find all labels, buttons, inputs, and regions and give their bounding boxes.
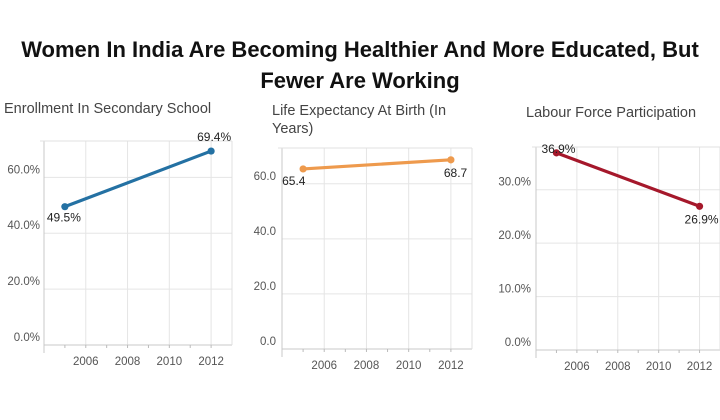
x-tick-label: 2010 — [157, 356, 183, 368]
panel-title-life-expectancy: Life Expectancy At Birth (In Years) — [272, 103, 447, 137]
data-label: 65.4 — [282, 174, 306, 188]
panel-life-expectancy: 0.0 20.0 40.0 60.0 2006 2008 2010 2012 65.4 68.7 — [254, 147, 473, 372]
y-tick-label: 30.0% — [498, 177, 531, 189]
x-tick-label: 2012 — [687, 361, 713, 373]
x-tick-label: 2006 — [73, 356, 99, 368]
y-tick-label: 20.0% — [7, 276, 40, 288]
x-tick-label: 2006 — [564, 361, 590, 373]
y-tick-label: 10.0% — [498, 284, 531, 296]
panel-title-labour-force: Labour Force Participation — [526, 105, 697, 121]
series-line — [301, 158, 453, 171]
data-label: 26.9% — [685, 212, 719, 226]
chart-title: Women In India Are Becoming Healthier An… — [21, 37, 699, 93]
data-point — [552, 149, 561, 157]
x-tick-label: 2008 — [605, 361, 631, 373]
y-tick-label: 0.0% — [505, 337, 531, 349]
data-point — [207, 147, 215, 155]
panel-title-enrollment: Enrollment In Secondary School — [4, 101, 212, 117]
y-tick-label: 20.0% — [498, 230, 531, 242]
x-tick-label: 2010 — [396, 360, 422, 372]
y-tick-label: 40.0% — [7, 220, 40, 232]
data-point — [447, 156, 455, 164]
data-label: 68.7 — [444, 166, 468, 180]
panel-labour-force: 0.0% 10.0% 20.0% 30.0% 2006 2008 2010 2012 36.9%… — [498, 142, 720, 373]
x-tick-label: 2008 — [354, 360, 380, 372]
y-tick-label: 60.0 — [254, 171, 276, 183]
x-tick-label: 2008 — [115, 356, 141, 368]
series-line — [63, 149, 213, 209]
y-tick-label: 20.0 — [254, 281, 276, 293]
series-line — [554, 151, 702, 208]
panel-enrollment: 0.0% 20.0% 40.0% 60.0% 2006 2008 2010 2012 49.5%… — [7, 130, 233, 368]
x-tick-label: 2012 — [198, 356, 224, 368]
y-tick-label: 40.0 — [254, 226, 276, 238]
x-tick-label: 2010 — [646, 361, 672, 373]
data-point — [695, 202, 704, 210]
y-tick-label: 60.0% — [7, 164, 40, 176]
data-label: 49.5% — [47, 211, 81, 225]
data-label: 36.9% — [541, 142, 575, 156]
y-tick-label: 0.0 — [260, 336, 276, 348]
y-tick-label: 0.0% — [14, 332, 40, 344]
x-tick-label: 2006 — [311, 360, 337, 372]
data-point — [299, 165, 307, 173]
x-tick-label: 2012 — [438, 360, 464, 372]
data-label: 69.4% — [197, 130, 231, 144]
data-point — [61, 203, 69, 211]
